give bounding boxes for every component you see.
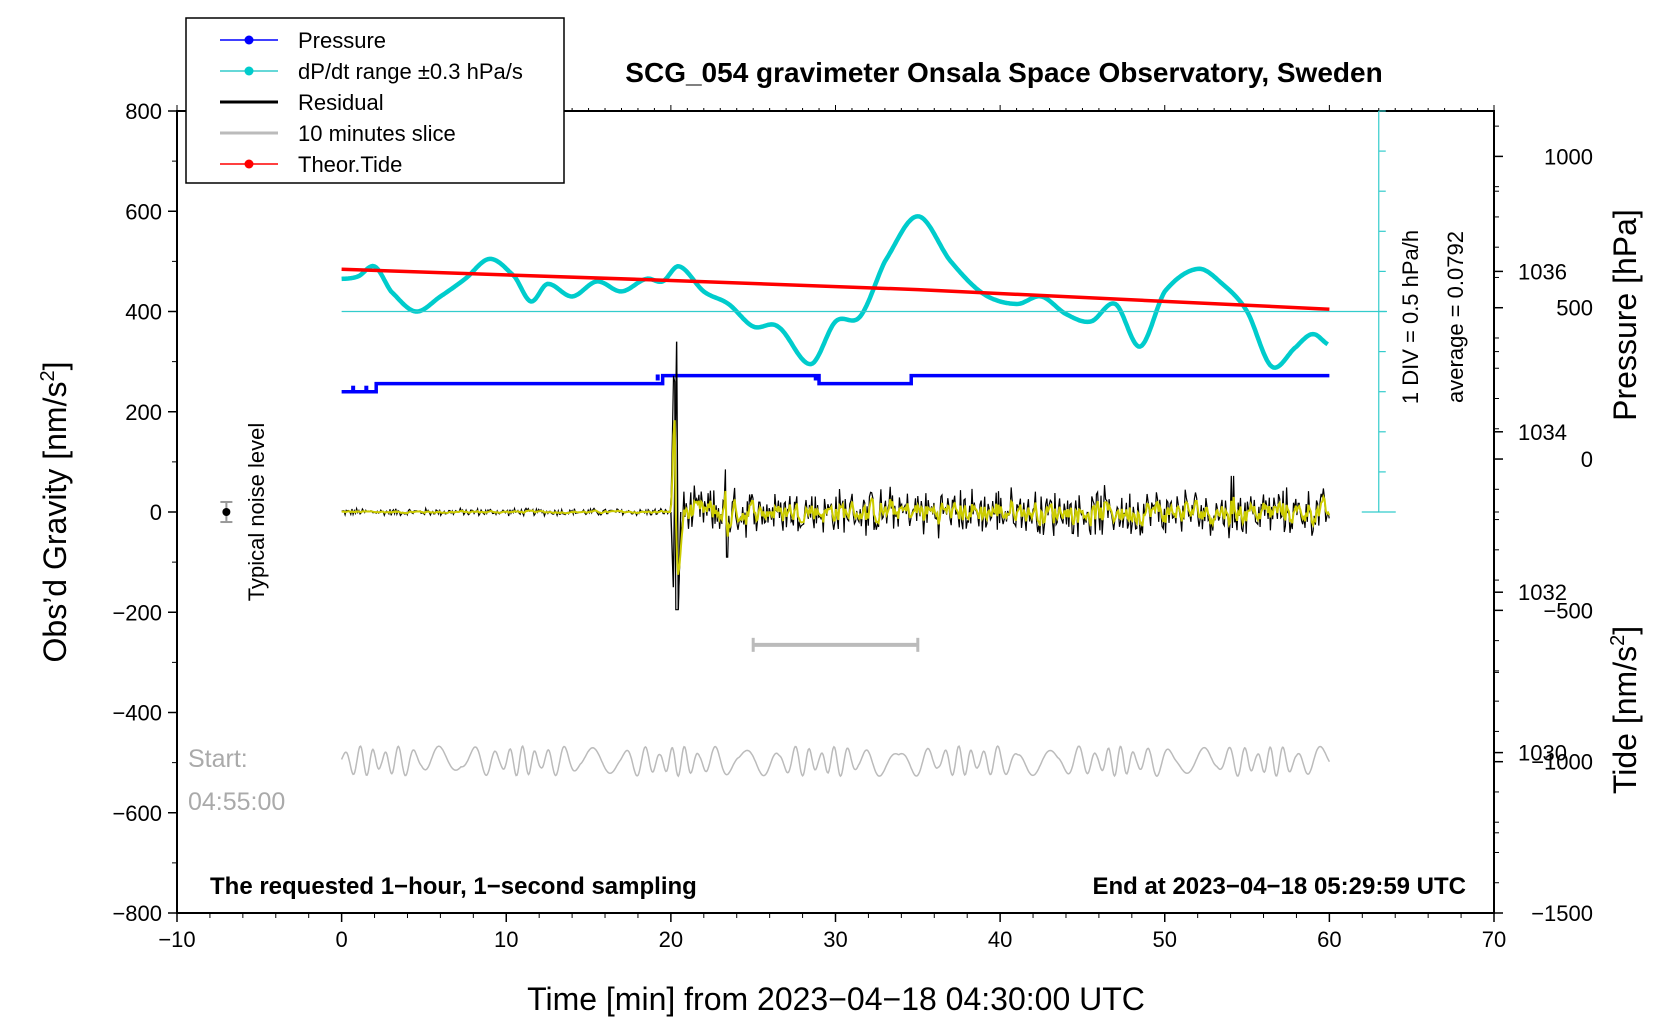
tide-series <box>341 267 1330 311</box>
y-left-tick-label: 800 <box>125 99 162 124</box>
pressure-div-label: 1 DIV = 0.5 hPa/h <box>1398 230 1423 404</box>
y-axis-left-label: Obs’d Gravity [nm/s2] <box>37 362 73 663</box>
legend-label-4: 10 minutes slice <box>298 121 456 146</box>
x-tick-label: −10 <box>158 927 195 952</box>
legend-label-3: Residual <box>298 90 384 115</box>
residual-spike <box>670 341 682 610</box>
x-tick-label: 20 <box>659 927 683 952</box>
x-tick-label: 0 <box>336 927 348 952</box>
pressure-blip <box>655 374 660 381</box>
pressure-blip <box>813 374 818 381</box>
bottom-left-note: The requested 1−hour, 1−second sampling <box>210 873 697 900</box>
x-axis-label: Time [min] from 2023−04−18 04:30:00 UTC <box>527 981 1145 1017</box>
pressure-tick-label: 1032 <box>1518 580 1567 605</box>
axes-layer: −10 0 10 20 30 40 50 60 70 800 600 400 200 0 −200 −400 −… <box>112 99 1593 952</box>
pressure-tick-label: 1030 <box>1518 741 1567 766</box>
x-tick-label: 30 <box>823 927 847 952</box>
y-axis-tide-label-main: Tide [nm/s <box>1607 646 1643 794</box>
tide-tick-label: 0 <box>1581 447 1593 472</box>
start-label: Start: <box>188 745 248 773</box>
series-layer <box>340 214 1331 778</box>
tide-tick-label: −1000 <box>1531 750 1593 775</box>
y-left-tick-label: −800 <box>112 901 162 926</box>
bottom-right-note: End at 2023−04−18 05:29:59 UTC <box>1092 873 1466 900</box>
y-axis-tide-label-sup: 2 <box>1607 635 1629 646</box>
y-left-tick-label: −200 <box>112 600 162 625</box>
pressure-blip <box>364 385 369 392</box>
legend-marker-1 <box>244 35 254 45</box>
y-axis-pressure-label: Pressure [hPa] <box>1607 209 1643 421</box>
x-tick-label: 60 <box>1317 927 1341 952</box>
x-tick-label: 50 <box>1153 927 1177 952</box>
x-tick-label: 10 <box>494 927 518 952</box>
residual-filtered-series <box>341 420 1331 575</box>
tide-tick-label: −500 <box>1543 598 1593 623</box>
legend-label-1: Pressure <box>298 28 386 53</box>
y-left-tick-label: 400 <box>125 300 162 325</box>
pressure-series <box>341 373 1330 394</box>
legend-marker-2 <box>244 66 254 76</box>
y-left-tick-label: −400 <box>112 701 162 726</box>
y-left-tick-label: −600 <box>112 801 162 826</box>
start-time-label: 04:55:00 <box>188 788 285 816</box>
y-axis-left-label-sup: 2 <box>37 370 59 381</box>
pressure-blip <box>351 385 356 392</box>
y-left-tick-label: 200 <box>125 400 162 425</box>
y-left-tick-label: 0 <box>150 500 162 525</box>
y-axis-tide-label-end: ] <box>1607 626 1643 635</box>
dpdt-series <box>341 214 1329 370</box>
tide-tick-label: 500 <box>1556 296 1593 321</box>
tide-tick-label: 1000 <box>1544 144 1593 169</box>
y-axis-left-label-end: ] <box>37 362 73 371</box>
legend: Pressure dP/dt range ±0.3 hPa/s Residual 10… <box>185 17 565 184</box>
noise-level-label: Typical noise level <box>244 423 269 602</box>
tide-tick-label: −1500 <box>1531 901 1593 926</box>
y-axis-left-label-main: Obs’d Gravity [nm/s <box>37 382 73 663</box>
x-tick-label: 70 <box>1482 927 1506 952</box>
slice-series <box>340 744 1331 778</box>
legend-marker-5 <box>244 159 254 169</box>
legend-label-2: dP/dt range ±0.3 hPa/s <box>298 59 523 84</box>
noise-point <box>222 508 231 516</box>
pressure-tick-label: 1034 <box>1518 420 1567 445</box>
chart-title: SCG_054 gravimeter Onsala Space Observat… <box>625 57 1382 88</box>
y-left-tick-label: 600 <box>125 199 162 224</box>
annotation-layer <box>220 110 1396 652</box>
y-axis-tide-label: Tide [nm/s2] <box>1607 626 1643 794</box>
average-label: average = 0.0792 <box>1443 231 1468 403</box>
pressure-tick-label: 1036 <box>1518 259 1567 284</box>
legend-label-5: Theor.Tide <box>298 152 402 177</box>
x-tick-label: 40 <box>988 927 1012 952</box>
